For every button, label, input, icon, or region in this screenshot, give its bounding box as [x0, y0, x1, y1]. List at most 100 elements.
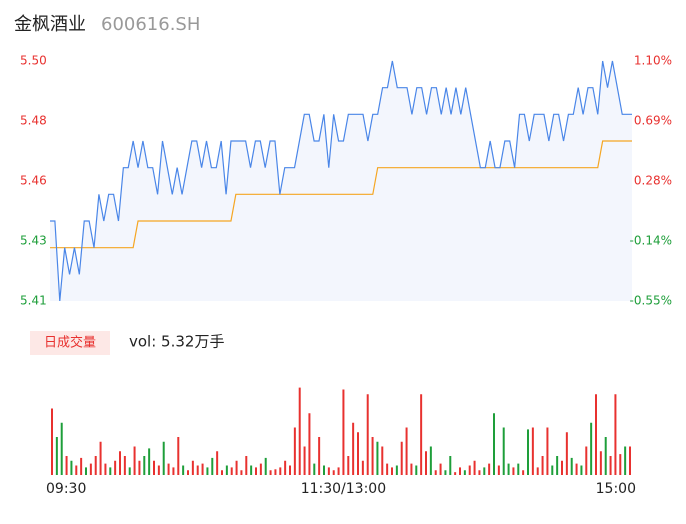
volume-bar	[410, 463, 413, 475]
volume-bar	[536, 467, 539, 475]
volume-bar	[138, 460, 141, 475]
volume-bar	[245, 456, 248, 475]
volume-bar	[376, 441, 379, 475]
price-line	[50, 60, 632, 302]
volume-bar	[420, 394, 423, 475]
volume-bar	[289, 465, 291, 475]
y2-tick-label: -0.14%	[630, 234, 672, 248]
volume-bar	[337, 467, 340, 475]
volume-bar	[483, 467, 486, 475]
volume-bar	[298, 387, 301, 475]
badge: 日成交量	[44, 335, 96, 351]
volume-bar	[65, 456, 68, 475]
volume-bar	[570, 457, 573, 475]
volume-bar	[206, 467, 209, 475]
volume-bar	[216, 451, 219, 475]
volume-bar	[240, 470, 243, 475]
x-tick-label: 09:30	[46, 481, 86, 497]
volume-bar	[187, 470, 189, 475]
volume-bar	[148, 448, 151, 475]
volume-bar	[454, 472, 457, 475]
volume-bar	[114, 460, 117, 475]
volume-bar	[75, 465, 78, 475]
y2-tick-label: 1.10%	[634, 54, 672, 68]
volume-bar	[167, 463, 170, 475]
volume-bar	[172, 467, 175, 475]
y-tick-label: 5.43	[20, 234, 47, 248]
volume-bar	[561, 460, 563, 475]
volume-bar	[366, 394, 369, 475]
volume-bar	[497, 465, 500, 475]
volume-bar	[255, 467, 257, 475]
volume-bar	[133, 446, 136, 475]
volume-bar	[512, 467, 515, 475]
volume-bar	[609, 456, 612, 475]
volume-bar	[211, 457, 214, 475]
y2-tick-label: 0.28%	[634, 174, 672, 188]
volume-bar	[580, 465, 583, 475]
volume-bar	[590, 422, 593, 475]
volume-bar	[196, 465, 199, 475]
x-tick-label: 11:30/13:00	[301, 481, 386, 497]
volume-bar	[293, 427, 296, 475]
volume-bar	[434, 470, 437, 475]
volume-bar	[323, 465, 325, 475]
volume-bar	[449, 456, 452, 475]
volume-bar	[517, 463, 520, 475]
volume-bar	[177, 437, 180, 475]
badge-bg	[30, 331, 110, 355]
price-line	[50, 140, 632, 249]
volume-bar	[104, 463, 107, 475]
volume-bar	[259, 463, 262, 475]
volume-bar	[463, 470, 466, 475]
volume-bar	[327, 467, 330, 475]
volume-bar	[342, 389, 345, 475]
volume-bar	[318, 437, 321, 475]
volume-bar	[507, 463, 510, 475]
x-tick-label: 15:00	[596, 481, 636, 497]
volume-bar	[352, 422, 355, 475]
volume-bar	[371, 437, 374, 475]
volume-bar	[235, 460, 238, 475]
volume-bar	[109, 467, 112, 475]
volume-bar	[415, 465, 418, 475]
volume-bar	[250, 465, 253, 475]
volume-bar	[585, 446, 588, 475]
volume-bar	[143, 456, 146, 475]
volume-bar	[468, 465, 471, 475]
y-tick-label: 5.41	[20, 294, 47, 308]
volume-bar	[546, 427, 549, 475]
volume-bar	[269, 470, 272, 475]
volume-bar	[94, 456, 97, 475]
volume-bar	[230, 467, 233, 475]
volume-bar	[599, 451, 602, 475]
volume-bar	[595, 394, 597, 475]
volume-bar	[303, 446, 306, 475]
volume-bar	[624, 446, 627, 475]
volume-bar	[439, 463, 442, 475]
volume-bar	[386, 463, 389, 475]
volume-bar	[493, 413, 495, 475]
volume-bar	[478, 470, 481, 475]
y-tick-label: 5.50	[20, 54, 47, 68]
volume-bar	[70, 460, 73, 475]
volume-bar	[502, 427, 505, 475]
y2-tick-label: 0.69%	[634, 114, 672, 128]
volume-bar	[182, 465, 185, 475]
volume-bar	[556, 456, 559, 475]
volume-bar	[381, 446, 384, 475]
volume-bar	[395, 465, 398, 475]
volume-bar	[80, 457, 83, 475]
volume-bar	[357, 432, 359, 475]
volume-bar	[128, 467, 131, 475]
price-area	[50, 61, 632, 301]
volume-bar	[619, 454, 622, 475]
volume-bar	[264, 457, 267, 475]
volume-bar	[444, 470, 447, 475]
volume-bar	[541, 456, 544, 475]
volume-bar	[604, 437, 607, 475]
volume-bar	[551, 465, 554, 475]
volume-bar	[60, 422, 63, 475]
y-tick-label: 5.48	[20, 114, 47, 128]
volume-bar	[614, 394, 617, 475]
